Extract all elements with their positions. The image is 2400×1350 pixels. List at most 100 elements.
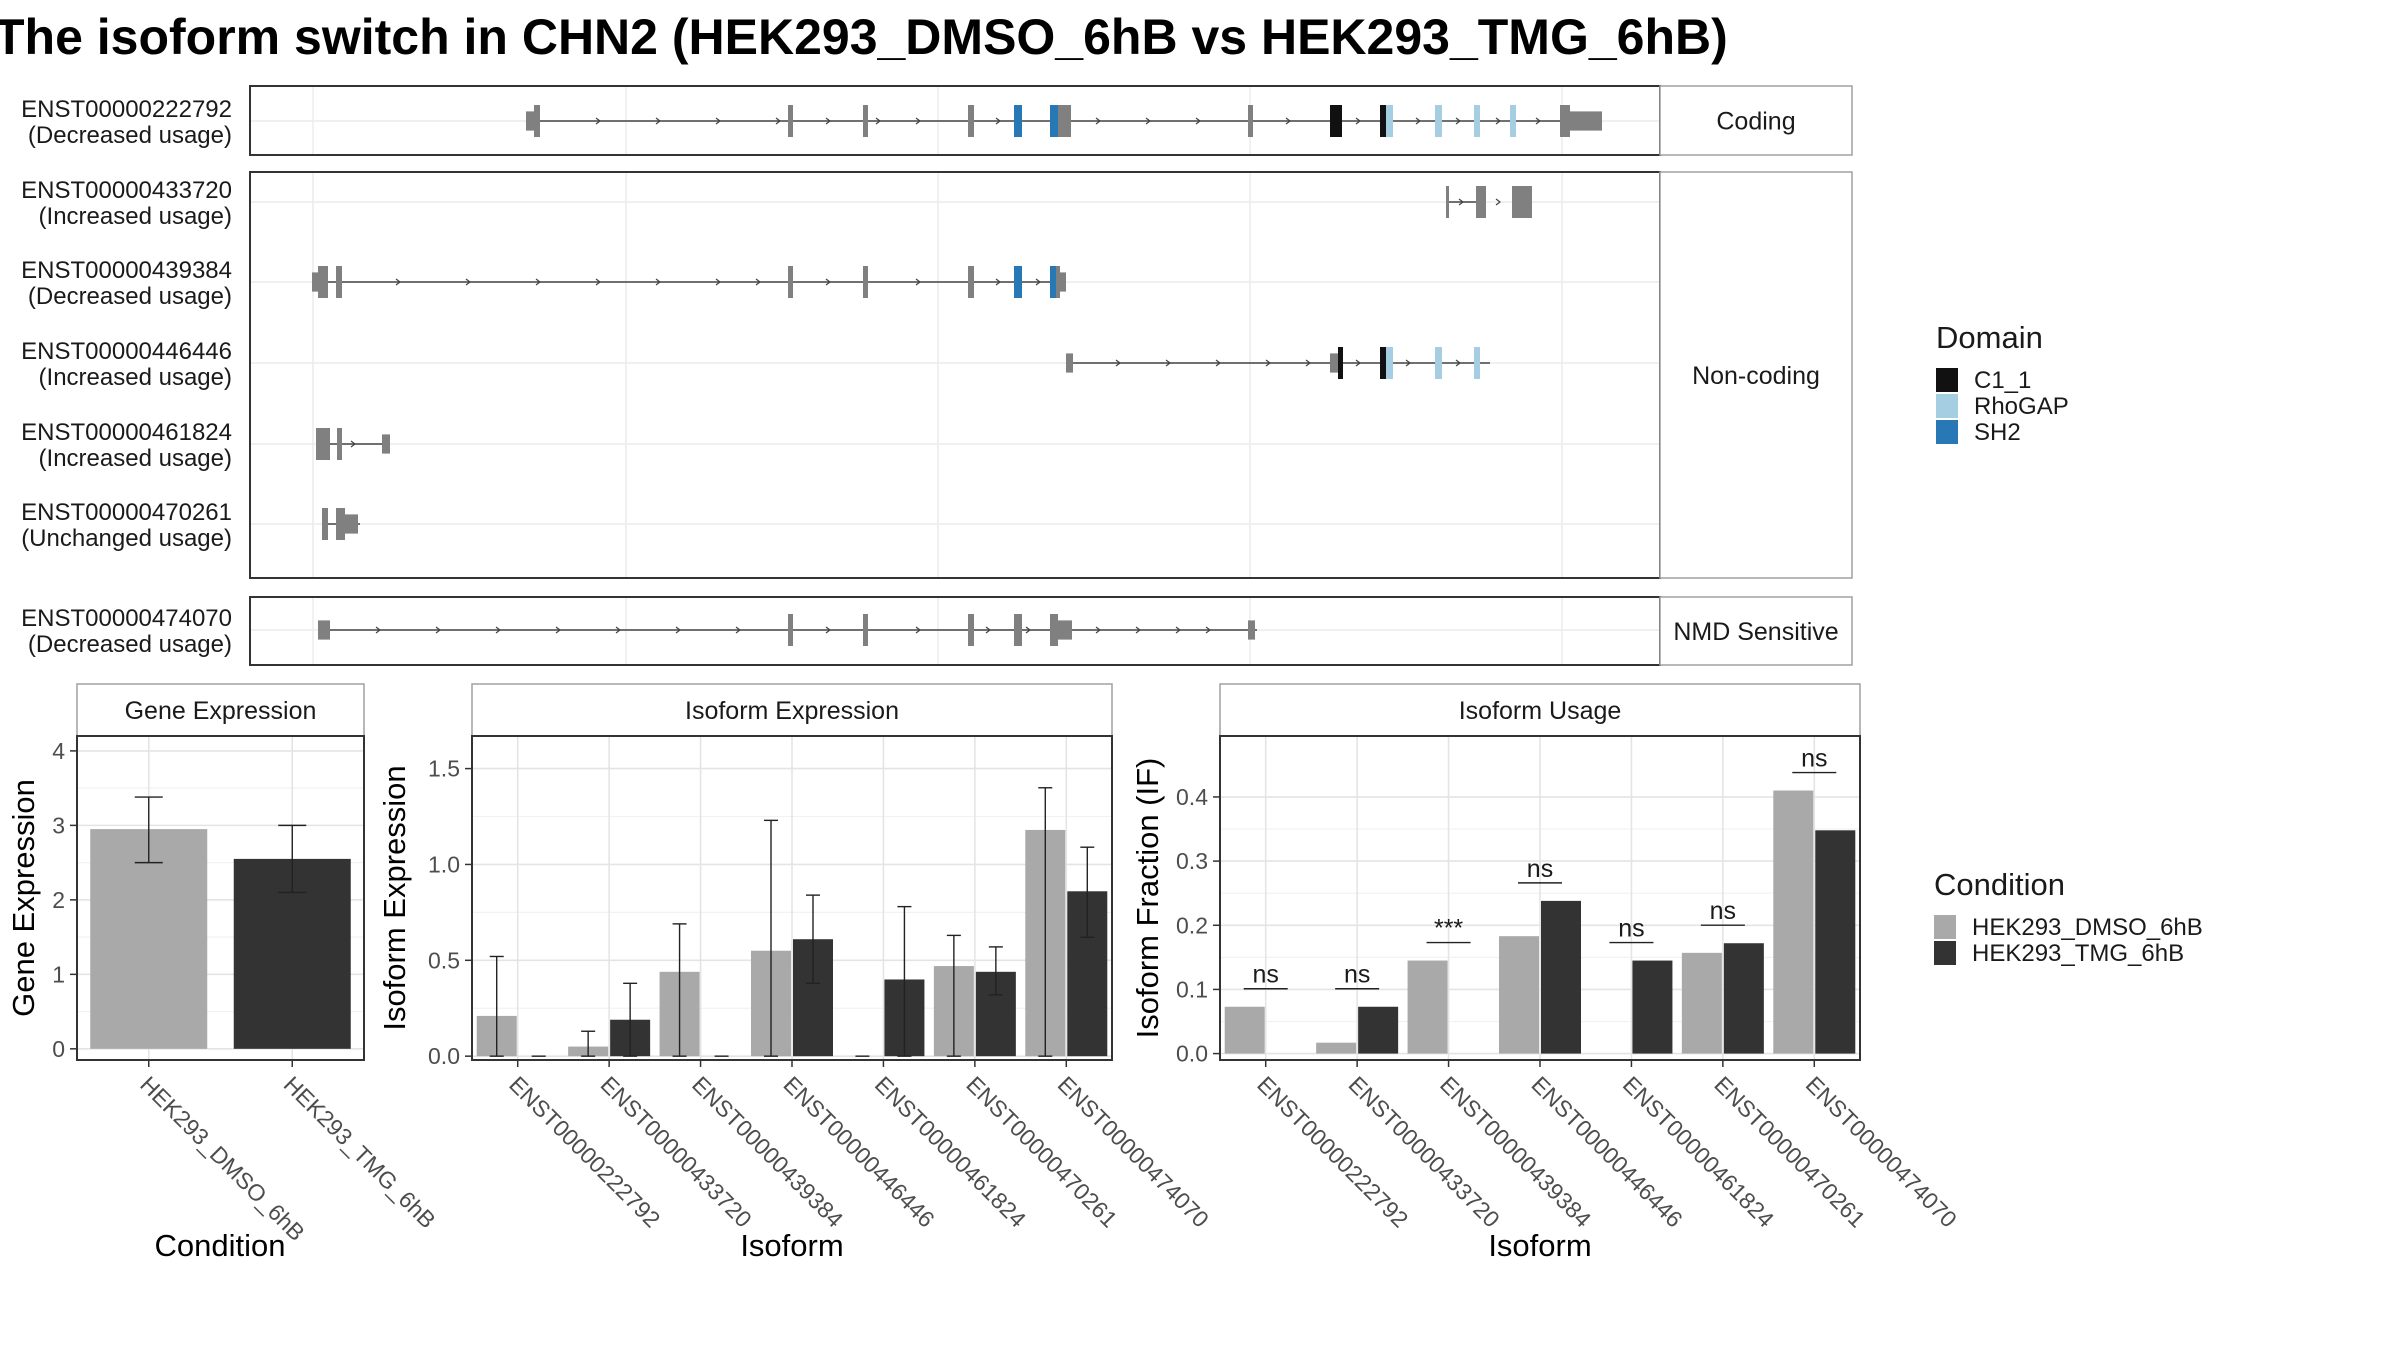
strip-label: NMD Sensitive	[1673, 618, 1838, 646]
intron-direction-arrow	[1145, 117, 1151, 125]
intron-direction-arrow	[1405, 359, 1411, 367]
y-tick-label: 0	[52, 1036, 65, 1062]
intron-direction-arrow	[1025, 626, 1031, 634]
exon	[788, 105, 793, 137]
intron-direction-arrow	[1175, 626, 1181, 634]
exon	[1014, 614, 1022, 646]
transcript-id-label: ENST00000470261	[21, 499, 232, 526]
transcript-id-label: ENST00000433720	[21, 177, 232, 204]
bar	[1224, 1006, 1265, 1054]
strip-1	[1659, 171, 1853, 579]
strip-label: Coding	[1716, 108, 1795, 136]
legend-label: SH2	[1974, 419, 2021, 446]
exon	[1512, 186, 1532, 218]
bar	[1815, 830, 1856, 1054]
bar	[1499, 936, 1539, 1054]
legend-key	[1936, 394, 1958, 418]
y-tick-label: 0.2	[1176, 912, 1208, 938]
y-tick-label: 3	[52, 812, 65, 838]
y-tick-label: 1.5	[428, 756, 460, 782]
exon	[318, 620, 330, 640]
bar	[90, 829, 208, 1049]
intron-direction-arrow	[715, 278, 721, 286]
bar	[1681, 952, 1722, 1054]
bar	[1773, 790, 1814, 1054]
intron-direction-arrow	[465, 278, 471, 286]
intron-direction-arrow	[825, 626, 831, 634]
domain-rhogap	[1474, 105, 1480, 137]
legend-key	[1936, 368, 1958, 392]
legend-label: HEK293_TMG_6hB	[1972, 940, 2184, 967]
significance-label: ns	[1710, 897, 1736, 925]
transcript-structure-panel: Coding Non-coding NMD Sensitive ENST0000022…	[21, 85, 1853, 666]
intron-direction-arrow	[1415, 117, 1421, 125]
significance-label: ns	[1344, 961, 1370, 989]
x-tick-label: ENST00000474070	[1801, 1071, 1962, 1232]
exon	[337, 428, 342, 460]
x-tick-label: ENST00000470261	[961, 1071, 1122, 1232]
intron-direction-arrow	[1455, 359, 1461, 367]
y-axis-title: Gene Expression	[6, 779, 41, 1017]
intron-direction-arrow	[555, 626, 561, 634]
exon	[336, 508, 345, 540]
intron-direction-arrow	[1495, 117, 1501, 125]
intron-direction-arrow	[915, 117, 921, 125]
x-tick-label: ENST00000446446	[778, 1071, 939, 1232]
exon	[1248, 620, 1255, 640]
transcript-id-label: ENST00000461824	[21, 419, 232, 446]
y-tick-label: 0.3	[1176, 848, 1208, 874]
intron-direction-arrow	[1115, 359, 1121, 367]
domain-rhogap	[1510, 105, 1516, 137]
legend-key	[1936, 420, 1958, 444]
chart-title: Isoform Usage	[1459, 697, 1622, 725]
y-axis-title: Isoform Fraction (IF)	[1130, 758, 1165, 1039]
exon	[318, 266, 328, 298]
intron-direction-arrow	[1035, 278, 1041, 286]
significance-label: ns	[1618, 915, 1644, 943]
transcript-usage-label: (Decreased usage)	[28, 283, 232, 310]
x-tick-label: ENST00000222792	[1252, 1071, 1413, 1232]
intron-direction-arrow	[1305, 359, 1311, 367]
exon	[382, 434, 390, 454]
exon	[345, 514, 358, 534]
intron-direction-arrow	[1265, 359, 1271, 367]
intron-direction-arrow	[595, 117, 601, 125]
domain-c1-1	[1380, 347, 1386, 379]
chart-2: Isoform Usage ns ns *** ns ns ns ns 0.0 0.1 0.2 0.3…	[1130, 683, 1962, 1263]
intron-direction-arrow	[915, 626, 921, 634]
intron-direction-arrow	[1285, 117, 1291, 125]
x-tick-label: ENST00000474070	[1053, 1071, 1214, 1232]
domain-sh2	[1014, 105, 1022, 137]
transcript-id-label: ENST00000474070	[21, 605, 232, 632]
bar	[1632, 960, 1673, 1054]
transcript-usage-label: (Decreased usage)	[28, 122, 232, 149]
x-axis-title: Isoform	[1488, 1228, 1591, 1263]
y-tick-label: 0.1	[1176, 976, 1208, 1002]
exon	[1066, 353, 1073, 373]
intron-direction-arrow	[655, 117, 661, 125]
exon	[324, 428, 330, 460]
domain-rhogap	[1474, 347, 1480, 379]
exon	[1060, 272, 1066, 292]
exon	[526, 111, 536, 131]
bar	[1407, 960, 1448, 1054]
intron-direction-arrow	[615, 626, 621, 634]
intron-direction-arrow	[350, 440, 356, 448]
intron-direction-arrow	[1135, 626, 1141, 634]
exon	[316, 428, 324, 460]
exon	[1058, 105, 1071, 137]
x-tick-label: ENST00000461824	[1618, 1071, 1779, 1232]
x-tick-label: ENST00000461824	[870, 1071, 1031, 1232]
intron-direction-arrow	[435, 626, 441, 634]
exon	[863, 266, 868, 298]
intron-direction-arrow	[775, 117, 781, 125]
exon	[968, 614, 974, 646]
chart-strip	[471, 683, 1113, 737]
intron-direction-arrow	[1458, 198, 1464, 206]
exon	[968, 266, 974, 298]
transcript-id-label: ENST00000446446	[21, 338, 232, 365]
y-tick-label: 4	[52, 738, 65, 764]
exon	[1248, 105, 1253, 137]
